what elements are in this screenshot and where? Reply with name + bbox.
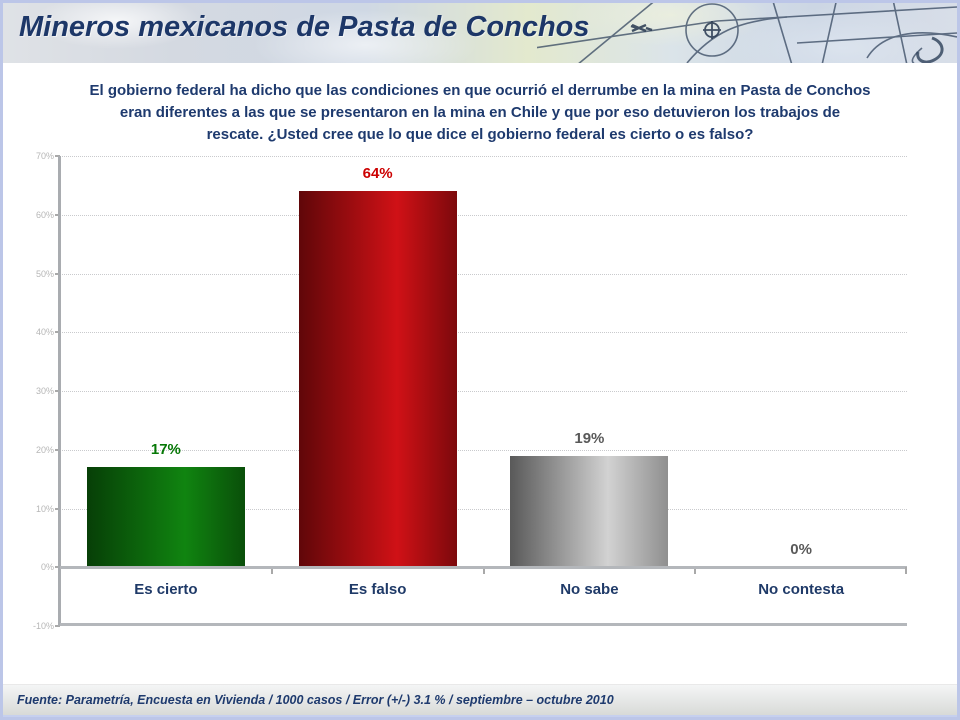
value-label-no-sabe: 19% bbox=[574, 429, 605, 447]
y-tick-label: 40% bbox=[35, 327, 54, 338]
gridline-10% bbox=[60, 508, 907, 510]
gridline-60% bbox=[60, 214, 907, 216]
page-title: Mineros mexicanos de Pasta de Conchos bbox=[19, 11, 590, 43]
y-tick-label: 20% bbox=[35, 444, 54, 455]
y-tick-label: 0% bbox=[40, 562, 54, 573]
y-tick-mark bbox=[55, 390, 60, 392]
gridline-20% bbox=[60, 449, 907, 451]
y-tick-label: 10% bbox=[35, 503, 54, 514]
value-label-no-contesta: 0% bbox=[790, 541, 812, 559]
survey-question: El gobierno federal ha dicho que las con… bbox=[45, 80, 915, 146]
y-tick-mark bbox=[55, 272, 60, 275]
header-banner: Mineros mexicanos de Pasta de Conchos bbox=[3, 3, 957, 63]
zero-baseline bbox=[60, 566, 907, 570]
y-tick-mark bbox=[55, 213, 60, 216]
value-label-es-falso: 64% bbox=[362, 165, 393, 183]
category-boundary-tick bbox=[694, 569, 697, 575]
value-label-es-cierto: 17% bbox=[150, 441, 181, 459]
question-line-3: rescate. ¿Usted cree que lo que dice el … bbox=[206, 126, 754, 143]
source-note: Fuente: Parametría, Encuesta en Vivienda… bbox=[17, 693, 614, 707]
question-line-1: El gobierno federal ha dicho que las con… bbox=[89, 82, 871, 99]
category-label-es-falso: Es falso bbox=[348, 581, 407, 599]
axis-end-tick bbox=[905, 567, 907, 575]
category-label-no-contesta: No contesta bbox=[758, 581, 845, 599]
y-tick-mark bbox=[55, 448, 60, 451]
bar-es-falso bbox=[298, 191, 457, 567]
category-boundary-tick bbox=[482, 569, 485, 575]
bottom-boundary bbox=[60, 623, 907, 626]
y-tick-mark bbox=[55, 331, 60, 334]
y-axis-line bbox=[58, 156, 61, 626]
gridline-50% bbox=[60, 273, 907, 275]
y-tick-label: -10% bbox=[32, 621, 54, 631]
category-label-es-cierto: Es cierto bbox=[134, 581, 198, 599]
y-tick-label: 70% bbox=[35, 151, 54, 161]
gridline-40% bbox=[60, 332, 907, 334]
y-tick-label: 50% bbox=[35, 268, 54, 279]
bar-es-cierto bbox=[86, 467, 245, 567]
gridline-30% bbox=[60, 391, 907, 392]
y-tick-label: 60% bbox=[35, 209, 54, 220]
question-line-2: eran diferentes a las que se presentaron… bbox=[119, 104, 841, 121]
y-tick-mark bbox=[55, 625, 60, 627]
y-tick-mark bbox=[55, 566, 60, 569]
y-tick-label: 30% bbox=[35, 386, 54, 396]
bar-no-sabe bbox=[510, 455, 669, 567]
bar-chart: 70% 60% 50% 40% 30% 20% 10% 0% -10% 17% Es cierto 6… bbox=[0, 151, 960, 631]
footer-band: Fuente: Parametría, Encuesta en Vivienda… bbox=[3, 684, 957, 718]
gridline-70% bbox=[60, 156, 907, 157]
map-sketch-decoration bbox=[537, 3, 957, 63]
y-tick-mark bbox=[55, 155, 60, 157]
category-label-no-sabe: No sabe bbox=[560, 581, 619, 599]
category-boundary-tick bbox=[270, 569, 273, 575]
y-tick-mark bbox=[55, 507, 60, 510]
